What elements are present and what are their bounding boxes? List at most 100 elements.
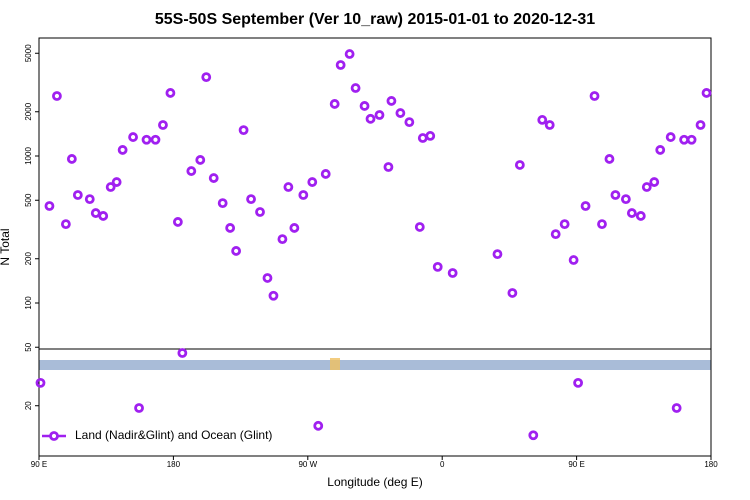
- point: [537, 115, 548, 125]
- point: [432, 262, 443, 272]
- point: [610, 190, 621, 200]
- point: [98, 211, 109, 221]
- point: [350, 83, 361, 93]
- legend-marker: [49, 431, 59, 441]
- point: [238, 125, 249, 136]
- point: [604, 154, 615, 164]
- y-tick-label: 20: [24, 401, 33, 410]
- y-axis-label: N Total: [0, 228, 12, 265]
- point: [246, 194, 256, 205]
- point: [105, 182, 116, 192]
- y-tick-label: 2000: [24, 102, 33, 120]
- point: [268, 290, 279, 301]
- point: [492, 249, 503, 260]
- x-tick-label: 0: [440, 460, 445, 469]
- point: [66, 154, 77, 164]
- point: [425, 131, 436, 141]
- x-tick-label: 90 W: [298, 460, 317, 469]
- point: [665, 132, 676, 142]
- point: [649, 177, 660, 187]
- point: [298, 190, 309, 200]
- point: [201, 72, 212, 83]
- point: [35, 377, 46, 388]
- point: [289, 223, 300, 233]
- point: [679, 134, 690, 145]
- point: [111, 177, 122, 187]
- point: [626, 208, 637, 218]
- land-patch: [330, 358, 340, 370]
- point: [701, 88, 712, 98]
- point: [90, 208, 101, 218]
- point: [365, 113, 376, 124]
- point: [404, 117, 415, 128]
- point: [686, 134, 697, 145]
- point: [262, 273, 273, 283]
- point: [559, 219, 570, 230]
- x-axis-label: Longitude (deg E): [327, 475, 422, 489]
- point: [641, 182, 652, 192]
- point: [208, 173, 219, 183]
- point: [52, 91, 62, 101]
- point: [117, 145, 128, 155]
- point: [141, 134, 152, 145]
- point: [568, 255, 579, 265]
- legend-label: Land (Nadir&Glint) and Ocean (Glint): [75, 428, 272, 442]
- point: [589, 91, 600, 101]
- point: [255, 207, 265, 217]
- x-tick-label: 180: [167, 460, 181, 469]
- point: [383, 162, 394, 172]
- point: [359, 101, 370, 111]
- chart-title: 55S-50S September (Ver 10_raw) 2015-01-0…: [155, 11, 595, 28]
- point: [695, 120, 706, 130]
- y-tick-label: 500: [24, 193, 33, 207]
- point: [217, 198, 228, 209]
- point: [60, 219, 71, 230]
- point: [134, 403, 144, 413]
- y-tick-label: 100: [24, 296, 33, 310]
- point: [172, 217, 183, 227]
- land-strip: [39, 360, 711, 370]
- point: [514, 160, 525, 170]
- plot-frame: [38, 37, 712, 457]
- point: [635, 211, 646, 221]
- point: [335, 60, 346, 70]
- point: [225, 223, 236, 233]
- point: [528, 430, 539, 441]
- point: [150, 134, 161, 145]
- point: [597, 219, 607, 230]
- point: [544, 120, 555, 130]
- point: [177, 348, 188, 358]
- point: [447, 268, 458, 278]
- point: [186, 166, 197, 176]
- point: [44, 201, 55, 211]
- point: [72, 190, 83, 200]
- y-tick-label: 50: [24, 342, 33, 351]
- point: [507, 288, 518, 298]
- point: [580, 201, 591, 211]
- point: [307, 177, 318, 187]
- point: [84, 194, 95, 205]
- point: [313, 420, 324, 431]
- point: [386, 96, 397, 106]
- x-tick-label: 90 E: [31, 460, 47, 469]
- point: [165, 88, 176, 98]
- point: [195, 155, 206, 165]
- point: [231, 246, 242, 256]
- point: [320, 169, 331, 179]
- y-tick-label: 1000: [24, 147, 33, 165]
- x-tick-label: 180: [704, 460, 718, 469]
- point: [550, 229, 561, 240]
- x-tick-label: 90 E: [568, 460, 584, 469]
- point: [344, 49, 355, 59]
- point: [329, 99, 340, 109]
- point: [655, 145, 666, 155]
- point: [395, 108, 406, 118]
- point: [620, 194, 631, 205]
- y-tick-label: 200: [24, 252, 33, 266]
- y-tick-label: 5000: [24, 44, 33, 62]
- point: [374, 110, 385, 120]
- point: [277, 234, 288, 245]
- point: [573, 377, 583, 388]
- point: [283, 182, 294, 192]
